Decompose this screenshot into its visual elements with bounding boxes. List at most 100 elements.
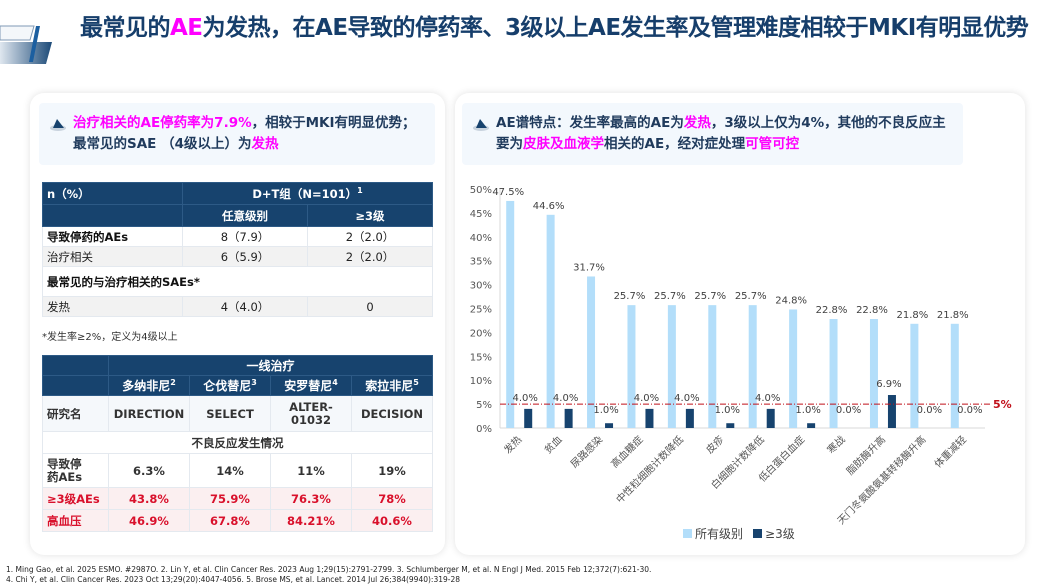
data-label: 25.7% — [735, 291, 767, 302]
dt-safety-table: n（%） D+T组（N=101）1 任意级别 ≥3级 导致停药的AEs 8（7.… — [42, 182, 433, 317]
y-tick-label: 15% — [470, 352, 492, 363]
data-label: 44.6% — [533, 201, 565, 212]
data-label: 4.0% — [674, 393, 699, 404]
left-callout: 治疗相关的AE停药率为7.9%，相较于MKI有明显优势；最常见的SAE （4级以… — [39, 103, 435, 165]
bar-all-grades — [546, 214, 555, 428]
y-tick-label: 50% — [470, 185, 492, 196]
data-label: 22.8% — [816, 305, 848, 316]
y-tick-label: 5% — [476, 400, 492, 411]
bar-all-grades — [748, 305, 757, 428]
table-row: 导致停药AEs 6.3% 14% 11% 19% — [42, 453, 434, 488]
x-tick-label: 寒战 — [824, 433, 847, 456]
chart-legend: 所有级别 ≥3级 — [683, 525, 795, 542]
bar-grade3 — [564, 408, 573, 428]
x-tick-label: 高血糖症 — [608, 433, 645, 470]
data-label: 6.9% — [876, 379, 901, 390]
bar-grade3 — [766, 408, 775, 428]
bar-all-grades — [829, 319, 838, 428]
data-label: 0.0% — [836, 405, 861, 416]
table-row: 导致停药的AEs 8（7.9） 2（2.0） — [42, 226, 433, 247]
data-label: 4.0% — [634, 393, 659, 404]
header-drug: 仑伐替尼3 — [189, 375, 271, 396]
table-row: 发热 4（4.0） 0 — [42, 296, 433, 317]
header-grade3: ≥3级 — [307, 204, 433, 227]
data-label: 0.0% — [917, 405, 942, 416]
y-tick-label: 0% — [476, 424, 492, 435]
data-label: 4.0% — [553, 393, 578, 404]
page-title: 最常见的AE为发热，在AE导致的停药率、3级以上AE发生率及管理难度相较于MKI… — [80, 15, 1029, 41]
right-callout: AE谱特点：发生率最高的AE为发热，3级以上仅为4%，其他的不良反应主要为皮肤及… — [462, 103, 963, 165]
data-label: 25.7% — [654, 291, 686, 302]
table-section-row: 最常见的与治疗相关的SAEs* — [42, 266, 433, 297]
data-label: 1.0% — [715, 405, 740, 416]
x-tick-label: 中性粒细胞计数降低 — [613, 433, 686, 506]
references-footnote: 1. Ming Gao, et al. 2025 ESMO. #2987O. 2… — [6, 565, 652, 584]
x-tick-label: 发热 — [501, 433, 524, 456]
bar-grade3 — [685, 408, 694, 428]
bar-grade3 — [726, 423, 735, 428]
header-drug: 多纳非尼2 — [108, 375, 190, 396]
data-label: 25.7% — [614, 291, 646, 302]
y-tick-label: 10% — [470, 376, 492, 387]
data-label: 4.0% — [513, 393, 538, 404]
bar-all-grades — [869, 319, 878, 428]
legend-swatch — [753, 529, 763, 538]
bar-grade3 — [645, 408, 654, 428]
data-label: 47.5% — [492, 187, 524, 198]
y-tick-label: 30% — [470, 281, 492, 292]
data-label: 22.8% — [856, 305, 888, 316]
bar-all-grades — [587, 276, 596, 428]
y-tick-label: 45% — [470, 209, 492, 220]
x-tick-label: 皮疹 — [703, 433, 726, 456]
data-label: 24.8% — [775, 295, 807, 306]
logo-icon — [0, 25, 52, 64]
header-drug: 索拉非尼5 — [350, 375, 434, 396]
header-n-percent: n（%） — [42, 182, 183, 205]
data-label: 0.0% — [957, 405, 982, 416]
legend-item-all-grades: 所有级别 — [683, 525, 743, 542]
x-tick-label: 尿路感染 — [568, 433, 605, 470]
legend-swatch — [683, 529, 692, 538]
legend-item-grade3: ≥3级 — [753, 525, 795, 542]
bullet-shell-icon — [50, 119, 66, 131]
bar-all-grades — [789, 309, 798, 428]
ae-bar-chart: 0% 5% 10% 15% 20% 25% 30% 35% 40% 45% 50% 47.5% 4.0%… — [470, 185, 1012, 527]
bar-grade3 — [605, 423, 614, 428]
header-any-grade: 任意级别 — [182, 204, 308, 227]
data-label: 25.7% — [694, 291, 726, 302]
header-first-line: 一线治疗 — [107, 355, 434, 376]
table-section-row: 不良反应发生情况 — [41, 431, 434, 454]
data-label: 1.0% — [593, 405, 618, 416]
bar-all-grades — [506, 200, 515, 428]
table-row: 高血压 46.9% 67.8% 84.21% 40.6% — [42, 509, 434, 532]
data-label: 21.8% — [937, 310, 969, 321]
right-panel: AE谱特点：发生率最高的AE为发热，3级以上仅为4%，其他的不良反应主要为皮肤及… — [455, 93, 1025, 555]
bar-all-grades — [708, 305, 717, 428]
bar-all-grades — [627, 305, 636, 428]
header-drug: 安罗替尼4 — [270, 375, 352, 396]
x-tick-label: 贫血 — [541, 433, 564, 456]
y-tick-label: 35% — [470, 257, 492, 268]
table-note: *发生率≥2%，定义为4级以上 — [42, 332, 178, 343]
data-label: 1.0% — [795, 405, 820, 416]
x-tick-label: 脂肪酶升高 — [844, 433, 889, 478]
y-tick-label: 40% — [470, 233, 492, 244]
bar-grade3 — [807, 423, 816, 428]
y-tick-label: 25% — [470, 305, 492, 316]
bar-all-grades — [950, 323, 959, 428]
title-highlight: AE — [170, 15, 203, 41]
table-row: ≥3级AEs 43.8% 75.9% 76.3% 78% — [42, 487, 434, 510]
data-label: 31.7% — [573, 262, 605, 273]
left-panel: 治疗相关的AE停药率为7.9%，相较于MKI有明显优势；最常见的SAE （4级以… — [30, 93, 445, 555]
bar-all-grades — [667, 305, 676, 428]
table-row: 研究名 DIRECTION SELECT ALTER-01032 DECISIO… — [42, 395, 434, 432]
data-label: 4.0% — [755, 393, 780, 404]
y-tick-label: 20% — [470, 328, 492, 339]
header-dt-group: D+T组（N=101）1 — [182, 182, 433, 205]
bullet-shell-icon — [473, 119, 489, 131]
bar-all-grades — [910, 323, 919, 428]
x-tick-label: 体重减轻 — [931, 433, 968, 470]
bar-grade3 — [887, 395, 896, 428]
table-row: 治疗相关 6（5.9） 2（2.0） — [42, 246, 433, 267]
mki-comparison-table: 一线治疗 多纳非尼2 仑伐替尼3 安罗替尼4 索拉非尼5 研究名 DIRECTI… — [41, 355, 434, 532]
